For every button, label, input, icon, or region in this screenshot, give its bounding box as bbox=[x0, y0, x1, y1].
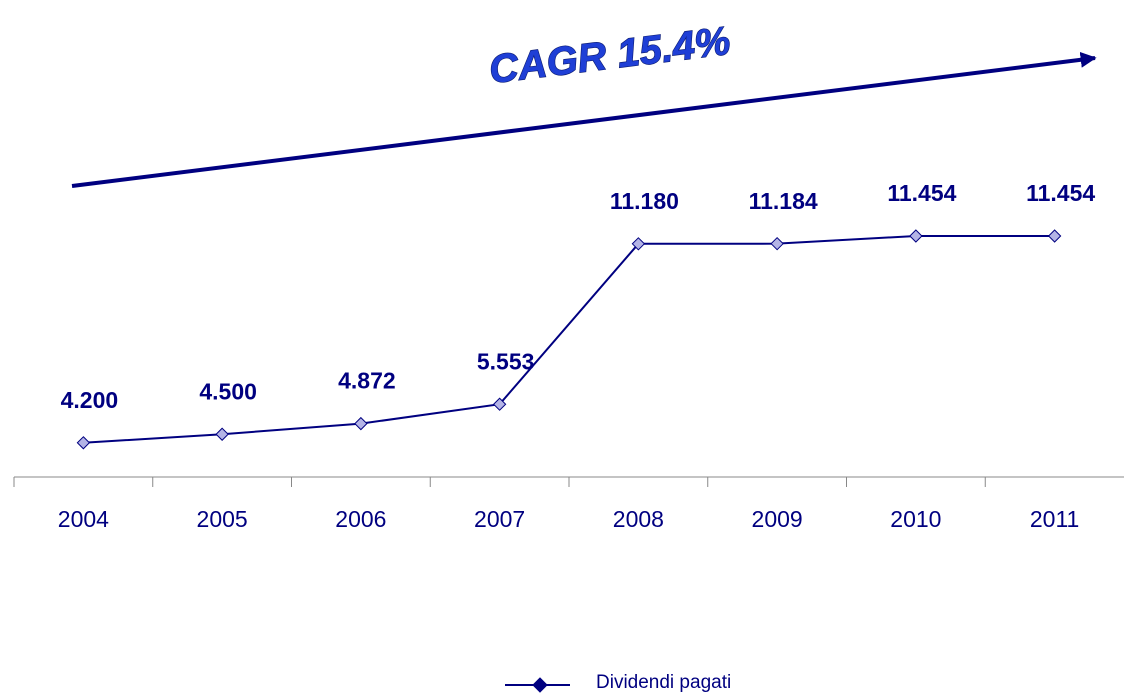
legend-marker bbox=[532, 677, 548, 693]
data-point bbox=[909, 229, 923, 243]
x-tick-label: 2007 bbox=[474, 506, 525, 532]
legend-label: Dividendi pagati bbox=[596, 672, 731, 693]
data-label: 11.180 bbox=[610, 188, 679, 214]
data-label: 4.500 bbox=[199, 378, 257, 404]
data-point bbox=[354, 416, 368, 431]
data-point bbox=[1047, 229, 1062, 243]
data-label: 11.454 bbox=[887, 180, 956, 206]
data-label: 11.454 bbox=[1026, 180, 1095, 206]
x-tick-label: 2008 bbox=[613, 506, 664, 532]
data-line bbox=[83, 234, 1055, 444]
x-tick-label: 2010 bbox=[890, 506, 941, 532]
data-point bbox=[215, 427, 229, 441]
x-tick-label: 2006 bbox=[335, 506, 386, 532]
data-point bbox=[76, 436, 91, 450]
annotation: CAGR 15.4% bbox=[487, 19, 733, 92]
x-tick-label: 2005 bbox=[197, 506, 248, 532]
data-label: 4.872 bbox=[338, 368, 396, 394]
data-label: 11.184 bbox=[749, 188, 818, 214]
data-label: 5.553 bbox=[477, 348, 535, 374]
x-tick-label: 2004 bbox=[58, 506, 109, 532]
trend-arrow bbox=[71, 51, 1097, 188]
data-point bbox=[631, 237, 646, 251]
data-point bbox=[770, 236, 784, 251]
data-label: 4.200 bbox=[61, 387, 119, 413]
x-tick-label: 2011 bbox=[1030, 506, 1079, 532]
x-tick-label: 2009 bbox=[752, 506, 803, 532]
data-point bbox=[492, 397, 507, 411]
